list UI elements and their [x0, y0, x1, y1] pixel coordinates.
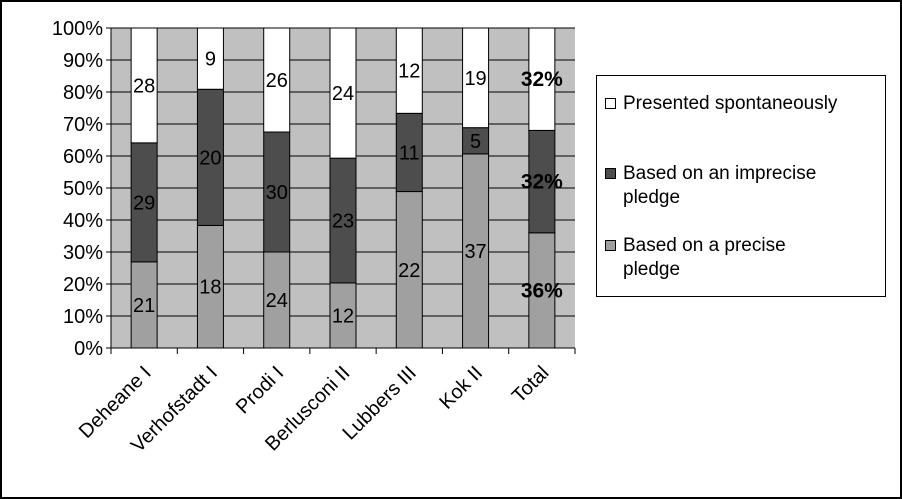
data-label: 24: [332, 83, 354, 105]
legend-label-precise-line1: Based on a precise: [623, 235, 786, 256]
bar-segment: [329, 27, 357, 159]
data-label: 12: [332, 305, 354, 327]
data-label: 12: [398, 61, 420, 83]
bar-segment: [462, 153, 490, 349]
data-label: 28: [133, 75, 155, 97]
y-tick-label: 40%: [63, 210, 103, 232]
y-tick-label: 0%: [74, 338, 103, 360]
legend-swatch-presented: [605, 98, 616, 109]
data-label: 30: [266, 182, 288, 204]
x-tick-label: Prodi I: [232, 362, 288, 418]
legend-label-imprecise-line1: Based on an imprecise: [623, 163, 817, 184]
data-label: 32%: [521, 68, 563, 91]
x-tick-label: Kok II: [435, 362, 487, 414]
bar-segment: [528, 27, 556, 131]
legend-swatch-imprecise: [605, 168, 616, 179]
bar-segment: [196, 27, 224, 90]
y-tick-label: 50%: [63, 178, 103, 200]
bar-segment: [263, 251, 291, 349]
legend-label-imprecise-line2: pledge: [623, 187, 681, 208]
bar-segment: [395, 27, 423, 114]
y-tick-label: 80%: [63, 82, 103, 104]
legend-label-imprecise: Based on an imprecise pledge: [623, 162, 885, 210]
legend-label-precise-line2: pledge: [623, 259, 681, 280]
data-label: 5: [470, 131, 481, 153]
y-tick-label: 100%: [52, 18, 103, 40]
bar-segment: [528, 129, 556, 234]
y-tick-label: 70%: [63, 114, 103, 136]
bar-segment: [263, 27, 291, 133]
data-label: 26: [266, 70, 288, 92]
x-tick-label: Total: [508, 362, 553, 407]
data-label: 9: [205, 49, 216, 71]
data-label: 22: [398, 260, 420, 282]
data-label: 11: [399, 142, 420, 164]
legend-label-presented: Presented spontaneously: [623, 93, 838, 114]
bar-segment: [329, 157, 357, 284]
y-tick-label: 90%: [63, 50, 103, 72]
legend: Presented spontaneously Based on an impr…: [596, 75, 886, 297]
data-label: 19: [464, 68, 486, 90]
bar-segment: [130, 142, 158, 263]
data-label: 24: [266, 290, 288, 312]
data-label: 29: [133, 192, 155, 214]
bar-segment: [196, 224, 224, 349]
data-label: 32%: [521, 171, 563, 194]
data-label: 23: [332, 211, 354, 233]
legend-label-precise: Based on a precise pledge: [623, 234, 885, 282]
bar-segment: [462, 27, 490, 129]
y-tick-label: 60%: [63, 146, 103, 168]
y-tick-label: 20%: [63, 274, 103, 296]
data-label: 37: [464, 241, 486, 263]
data-label: 20: [199, 147, 221, 169]
data-label: 21: [133, 295, 155, 317]
data-label: 36%: [521, 279, 563, 302]
legend-swatch-precise: [605, 240, 616, 251]
bar-segment: [395, 112, 423, 193]
bar-segment: [528, 232, 556, 349]
y-tick-label: 30%: [63, 242, 103, 264]
y-tick-label: 10%: [63, 306, 103, 328]
bar-segment: [263, 131, 291, 253]
bar-segment: [395, 191, 423, 349]
data-label: 18: [199, 277, 221, 299]
bar-segment: [130, 27, 158, 144]
